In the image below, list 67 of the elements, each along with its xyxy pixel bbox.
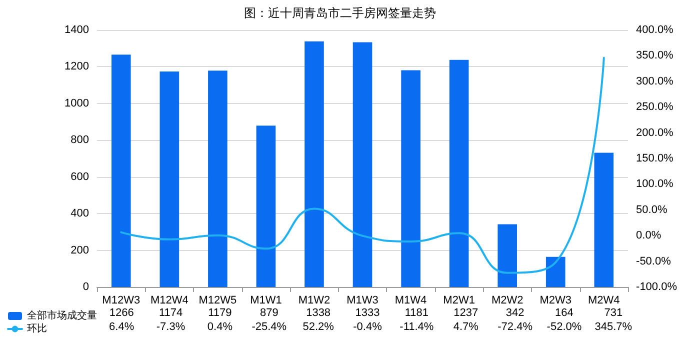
y2-tick-label: 200.0% bbox=[636, 126, 674, 139]
data-label: 731 bbox=[604, 307, 623, 319]
y2-tick-label: 0.0% bbox=[636, 230, 662, 242]
data-label: 879 bbox=[260, 307, 278, 319]
data-label: -72.4% bbox=[498, 321, 533, 333]
data-label: 4.7% bbox=[453, 321, 479, 333]
x-tick-label: M2W3 bbox=[540, 294, 572, 306]
data-label: 0.4% bbox=[207, 321, 233, 333]
y-tick-label: 1200 bbox=[64, 60, 89, 73]
legend-label: 环比 bbox=[27, 322, 47, 334]
data-label: 345.7% bbox=[594, 321, 632, 333]
y-tick-label: 1400 bbox=[64, 24, 89, 36]
data-label: 1181 bbox=[404, 307, 429, 319]
y-tick-label: 1000 bbox=[64, 97, 89, 110]
y2-tick-label: -100.0% bbox=[636, 281, 678, 293]
data-label: 6.4% bbox=[109, 321, 134, 333]
y2-tick-label: 250.0% bbox=[636, 101, 674, 114]
data-label: 52.2% bbox=[302, 321, 334, 333]
data-label: -25.4% bbox=[252, 321, 287, 333]
data-label: -52.0% bbox=[546, 321, 582, 333]
x-tick-label: M1W2 bbox=[298, 294, 330, 306]
y-tick-label: 0 bbox=[82, 281, 89, 293]
x-tick-label: M1W1 bbox=[250, 294, 282, 306]
x-tick-label: M12W3 bbox=[102, 294, 140, 306]
data-label: 1174 bbox=[158, 307, 183, 319]
x-tick-label: M2W1 bbox=[443, 294, 475, 306]
y2-tick-label: 400.0% bbox=[636, 24, 674, 36]
bar bbox=[498, 224, 517, 287]
bar bbox=[256, 126, 276, 287]
x-tick-label: M12W5 bbox=[198, 294, 237, 306]
data-label: 342 bbox=[506, 307, 524, 319]
x-tick-label: M12W4 bbox=[150, 294, 188, 306]
y-tick-label: 400 bbox=[70, 208, 89, 220]
chart-title: 图：近十周青岛市二手房网签量走势 bbox=[244, 6, 436, 20]
bar bbox=[352, 42, 372, 287]
data-label: 1237 bbox=[454, 307, 478, 319]
legend-label: 全部市场成交量 bbox=[27, 310, 97, 322]
data-label: 1179 bbox=[208, 307, 232, 319]
data-label: 1338 bbox=[306, 307, 331, 319]
bar bbox=[546, 256, 566, 287]
y-tick-label: 800 bbox=[70, 134, 89, 146]
bar bbox=[594, 152, 614, 287]
data-label: 1266 bbox=[109, 307, 134, 319]
x-tick-label: M1W4 bbox=[394, 294, 427, 306]
data-label: -0.4% bbox=[353, 321, 382, 333]
bar bbox=[160, 71, 180, 287]
data-label: 1333 bbox=[355, 307, 380, 319]
y2-tick-label: -50.0% bbox=[636, 255, 672, 268]
x-tick-label: M2W4 bbox=[588, 294, 620, 306]
data-label: -11.4% bbox=[400, 321, 434, 333]
bar bbox=[449, 60, 469, 287]
bar bbox=[208, 70, 228, 287]
y2-tick-label: 150.0% bbox=[636, 152, 674, 164]
x-tick-label: M1W3 bbox=[346, 294, 378, 306]
x-tick-label: M2W2 bbox=[491, 294, 524, 306]
data-label: 164 bbox=[555, 307, 574, 319]
bar bbox=[304, 41, 324, 287]
y2-tick-label: 50.0% bbox=[636, 204, 668, 216]
bar bbox=[111, 54, 131, 287]
y2-tick-label: 350.0% bbox=[636, 50, 674, 62]
bar bbox=[401, 70, 420, 287]
y-tick-label: 200 bbox=[70, 244, 89, 256]
y2-tick-label: 300.0% bbox=[636, 75, 674, 88]
line-series bbox=[120, 56, 605, 274]
data-label: -7.3% bbox=[156, 321, 186, 333]
y2-tick-label: 100.0% bbox=[636, 178, 674, 190]
y-tick-label: 600 bbox=[70, 170, 89, 183]
